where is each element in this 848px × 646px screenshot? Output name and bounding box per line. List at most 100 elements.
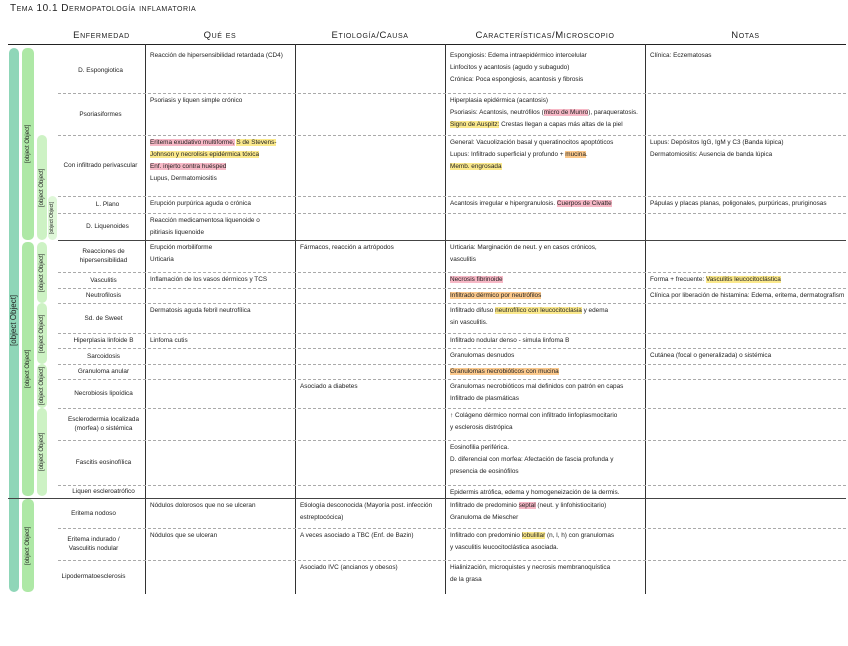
text: (n, l, h) con granulomas — [545, 532, 615, 539]
text: Infiltrado nodular denso - simula linfom… — [450, 337, 570, 344]
etiologia-cell — [300, 442, 443, 485]
caracteristicas-cell: General: Vacuolización basal y queratino… — [450, 137, 643, 196]
etiologia-cell — [300, 410, 443, 440]
text-line: Necrosis fibrinoide — [450, 274, 643, 286]
etiologia-cell: Asociado IVC (ancianos y obesos) — [300, 562, 443, 592]
row-divider — [58, 333, 846, 334]
text-line: Clínica: Eczematosas — [650, 50, 844, 62]
text-line: pitiriasis liquenoide — [150, 227, 293, 239]
text: Reacción de hipersensibilidad retardada … — [150, 52, 283, 59]
caracteristicas-cell: Granulomas necrobióticos mal definidos c… — [450, 381, 643, 408]
text: Crestas llegan a capas más altas de la p… — [499, 121, 623, 128]
text: D. diferencial con morfea: Afectación de… — [450, 456, 614, 463]
text: y vasculitis leucocitoclástica asociada. — [450, 544, 559, 551]
text-line: y vasculitis leucocitoclástica asociada. — [450, 542, 643, 554]
que-es-cell — [150, 442, 293, 485]
row-divider — [58, 288, 846, 289]
disease-name: Hiperplasia linfoide B — [64, 333, 143, 348]
text: Crónica: Poca espongiosis, acantosis y f… — [450, 76, 584, 83]
notas-cell: Clínica: Eczematosas — [650, 50, 844, 93]
text-line: de la grasa — [450, 574, 643, 586]
highlight: neutrofílico con leucocitoclasia — [495, 307, 582, 314]
etiologia-cell — [300, 366, 443, 379]
caracteristicas-cell: Infiltrado de predominio septal (neut. y… — [450, 500, 643, 528]
column-header: Etiología/Causa — [331, 30, 409, 41]
disease-line: Vasculitis — [90, 276, 117, 284]
text: Lupus: Depósitos IgG, IgM y C3 (Banda lú… — [650, 139, 784, 146]
notas-cell — [650, 562, 844, 592]
text-line: estreptocócica) — [300, 512, 443, 524]
que-es-cell — [150, 487, 293, 498]
text-line: Infiltrado difuso neutrofílico con leuco… — [450, 305, 643, 317]
text: Linfocitos y acantosis (agudo y subagudo… — [450, 64, 570, 71]
text: (neut. y linfohistiocitario) — [535, 502, 607, 509]
caracteristicas-cell: Infiltrado con predominio lobulillar (n,… — [450, 530, 643, 560]
notas-cell — [650, 410, 844, 440]
text: Lupus, Dermatomiositis — [150, 175, 217, 182]
text: Urticaria: Marginación de neut. y en cas… — [450, 244, 597, 251]
caracteristicas-cell: Eosinofilia periférica. D. diferencial co… — [450, 442, 643, 485]
text: Pápulas y placas planas, poligonales, pu… — [650, 200, 827, 207]
text: Etiología desconocida (Mayoría post. inf… — [300, 502, 433, 509]
text-line: Erupción purpúrica aguda o crónica — [150, 198, 293, 210]
text: Acantosis irregular e hipergranulosis. — [450, 200, 557, 207]
etiologia-cell — [300, 335, 443, 348]
page-title: Tema 10.1 Dermopatología inflamatoria — [10, 3, 197, 14]
caracteristicas-cell: Epidermis atrófica, edema y homogeneizac… — [450, 487, 643, 498]
que-es-cell — [150, 366, 293, 379]
disease-line: Con infiltrado perivascular — [63, 162, 138, 169]
text-line: Granulomas necrobióticos mal definidos c… — [450, 381, 643, 393]
text-line: Johnson y necrolisis epidérmica tóxica — [150, 149, 293, 161]
text: Asociado a diabetes — [300, 383, 358, 390]
column-divider — [145, 44, 146, 594]
caracteristicas-cell: Granulomas necrobióticos con mucina — [450, 366, 643, 379]
text-line: Nódulos dolorosos que no se ulceran — [150, 500, 293, 512]
etiologia-cell — [300, 215, 443, 240]
caracteristicas-cell: Necrosis fibrinoide — [450, 274, 643, 288]
disease-name: L. Plano — [72, 196, 143, 213]
que-es-cell: Reacción de hipersensibilidad retardada … — [150, 50, 293, 93]
que-es-cell: Erupción morbiliforme Urticaria — [150, 242, 293, 272]
que-es-cell: Erupción purpúrica aguda o crónica — [150, 198, 293, 213]
text-line: Clínica por liberación de histamina: Ede… — [650, 290, 844, 302]
text: Granulomas necrobióticos mal definidos c… — [450, 383, 624, 390]
text: Epidermis atrófica, edema y homogeneizac… — [450, 489, 620, 496]
text-line: Enf. injerto contra huésped — [150, 161, 293, 173]
text: Asociado IVC (ancianos y obesos) — [300, 564, 398, 571]
highlight: Enf. injerto contra huésped — [150, 163, 227, 170]
text-line: Linfoma cutis — [150, 335, 293, 347]
disease-line: Eritema nodoso — [71, 509, 116, 517]
notas-cell — [650, 500, 844, 528]
caracteristicas-cell: Acantosis irregular e hipergranulosis. C… — [450, 198, 643, 213]
text-line: Dermatomiositis: Ausencia de banda lúpic… — [650, 149, 844, 161]
text-line: y esclerosis distrópica — [450, 422, 643, 434]
text-line: Lupus: Depósitos IgG, IgM y C3 (Banda lú… — [650, 137, 844, 149]
highlight: micro de Munro — [543, 109, 589, 116]
text: Psoriasis: Acantosis, neutrófilos ( — [450, 109, 544, 116]
disease-line: Eritema indurado / — [67, 536, 120, 543]
etiologia-cell — [300, 290, 443, 303]
row-divider — [8, 498, 846, 499]
que-es-cell: Dermatosis aguda febril neutrofílica — [150, 305, 293, 333]
notas-cell: Pápulas y placas planas, poligonales, pu… — [650, 198, 844, 213]
text-line: Infiltrado de plasmáticas — [450, 393, 643, 405]
text-line: Cutánea (focal o generalizada) o sistémi… — [650, 350, 844, 362]
text-line: D. diferencial con morfea: Afectación de… — [450, 454, 643, 466]
text: ↑ Colágeno dérmico normal con infiltrado… — [450, 412, 618, 419]
disease-name: Granuloma anular — [64, 364, 143, 379]
highlight: Johnson y necrolisis epidérmica tóxica — [150, 151, 260, 158]
text-line: Lupus: Infiltrado superficial y profundo… — [450, 149, 643, 161]
disease-name: D. Espongiotica — [58, 48, 143, 93]
text: ), paraqueratosis. — [588, 109, 638, 116]
highlight: Signo de Auspitz: — [450, 121, 500, 128]
text-line: sin vasculitis. — [450, 317, 643, 329]
text-line: Signo de Auspitz: Crestas llegan a capas… — [450, 119, 643, 131]
que-es-cell: Psoriasis y liquen simple crónico — [150, 95, 293, 135]
text: Nódulos que se ulceran — [150, 532, 218, 539]
text-line: Psoriasis: Acantosis, neutrófilos (micro… — [450, 107, 643, 119]
caracteristicas-cell: ↑ Colágeno dérmico normal con infiltrado… — [450, 410, 643, 440]
notas-cell — [650, 487, 844, 498]
etiologia-cell — [300, 487, 443, 498]
row-divider — [58, 213, 846, 214]
